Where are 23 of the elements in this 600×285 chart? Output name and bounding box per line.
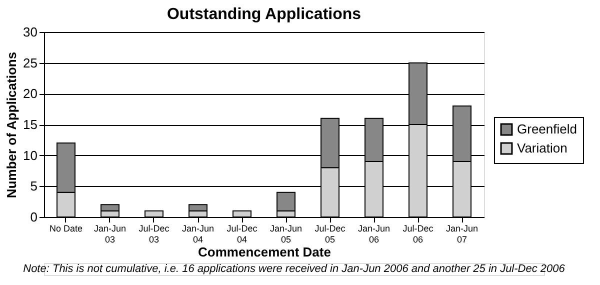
x-tick-label: Jul-Dec 06 [402,224,434,244]
y-tick-label: 5 [30,178,38,194]
x-tick-label: Jul-Dec 04 [226,224,258,244]
x-tick-label: Jan-Jun 04 [182,224,214,244]
y-tick-label: 0 [30,210,38,224]
x-tick-label: Jan-Jun 07 [446,224,478,244]
x-tick-label: Jan-Jun 06 [358,224,390,244]
x-tick-label: Jul-Dec 05 [314,224,346,244]
y-tick-label: 15 [23,117,38,132]
legend-label: Greenfield [517,122,577,136]
y-tick-label: 25 [23,55,38,70]
text: Note: This is not cumulative, i.e. 16 applications were received in Jan-Jun 2006 and another 25 in Jul-Dec 2006 [23,263,566,275]
y-axis-title: Number of Applications [4,52,20,198]
chart-title: Outstanding Applications [166,6,362,23]
x-axis-title: Commencement Date [198,244,331,260]
x-tick-label: Jan-Jun 03 [94,224,126,244]
y-tick-label: 10 [23,148,38,163]
y-tick-label: 30 [23,24,38,40]
x-tick-label: No Date [49,224,83,234]
x-tick-label: Jan-Jun 05 [270,224,302,244]
legend-label: Variation [517,140,568,156]
x-tick-label: Jul-Dec 03 [138,224,170,244]
y-tick-label: 20 [23,86,38,102]
